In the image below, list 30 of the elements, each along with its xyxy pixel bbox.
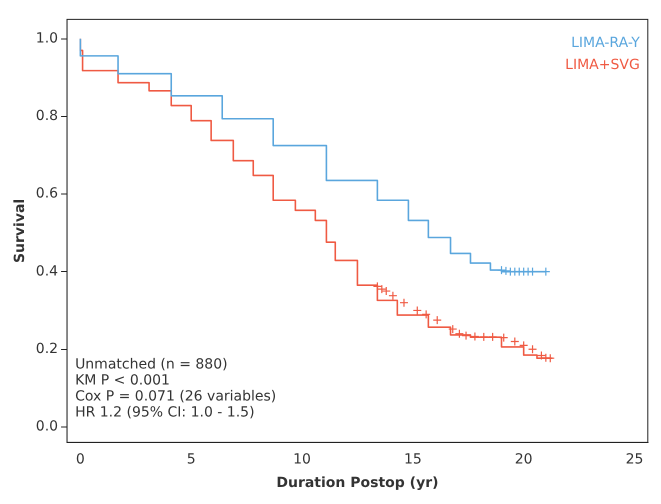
point bbox=[412, 306, 422, 316]
point bbox=[528, 344, 538, 354]
annotation: Cox P = 0.071 (26 variables) bbox=[75, 388, 276, 404]
point bbox=[461, 331, 471, 340]
point bbox=[432, 316, 442, 325]
y-tick-label: 0.6 bbox=[36, 186, 58, 202]
x-tick-label: 10 bbox=[293, 451, 311, 468]
y-tick-label: 1.0 bbox=[36, 30, 58, 46]
x-tick-label: 20 bbox=[514, 451, 533, 468]
point bbox=[536, 350, 546, 360]
y-tick-label: 0.8 bbox=[36, 108, 58, 124]
x-axis-title: Duration Postop (yr) bbox=[276, 475, 439, 492]
text: LIMA-RA-Y bbox=[571, 35, 640, 52]
y-tick-label: 0.2 bbox=[36, 340, 58, 357]
annotation: Unmatched (n = 880) bbox=[75, 356, 228, 372]
point bbox=[422, 310, 431, 319]
y-tick-label: 0.4 bbox=[36, 263, 58, 280]
text: LIMA+SVG bbox=[565, 57, 640, 74]
x-tick-label: 15 bbox=[404, 451, 422, 468]
x-tick-label: 5 bbox=[186, 451, 196, 468]
y-axis-title: Survival bbox=[12, 198, 28, 264]
x-tick-label: 0 bbox=[76, 451, 85, 468]
annotation: KM P < 0.001 bbox=[75, 372, 170, 388]
point bbox=[399, 298, 409, 308]
point bbox=[470, 332, 480, 342]
y-tick-label: 0.0 bbox=[36, 418, 58, 435]
x-tick-label: 25 bbox=[626, 451, 644, 468]
annotation: HR 1.2 (95% CI: 1.0 - 1.5) bbox=[75, 404, 255, 420]
point bbox=[510, 336, 520, 346]
point bbox=[501, 266, 511, 276]
